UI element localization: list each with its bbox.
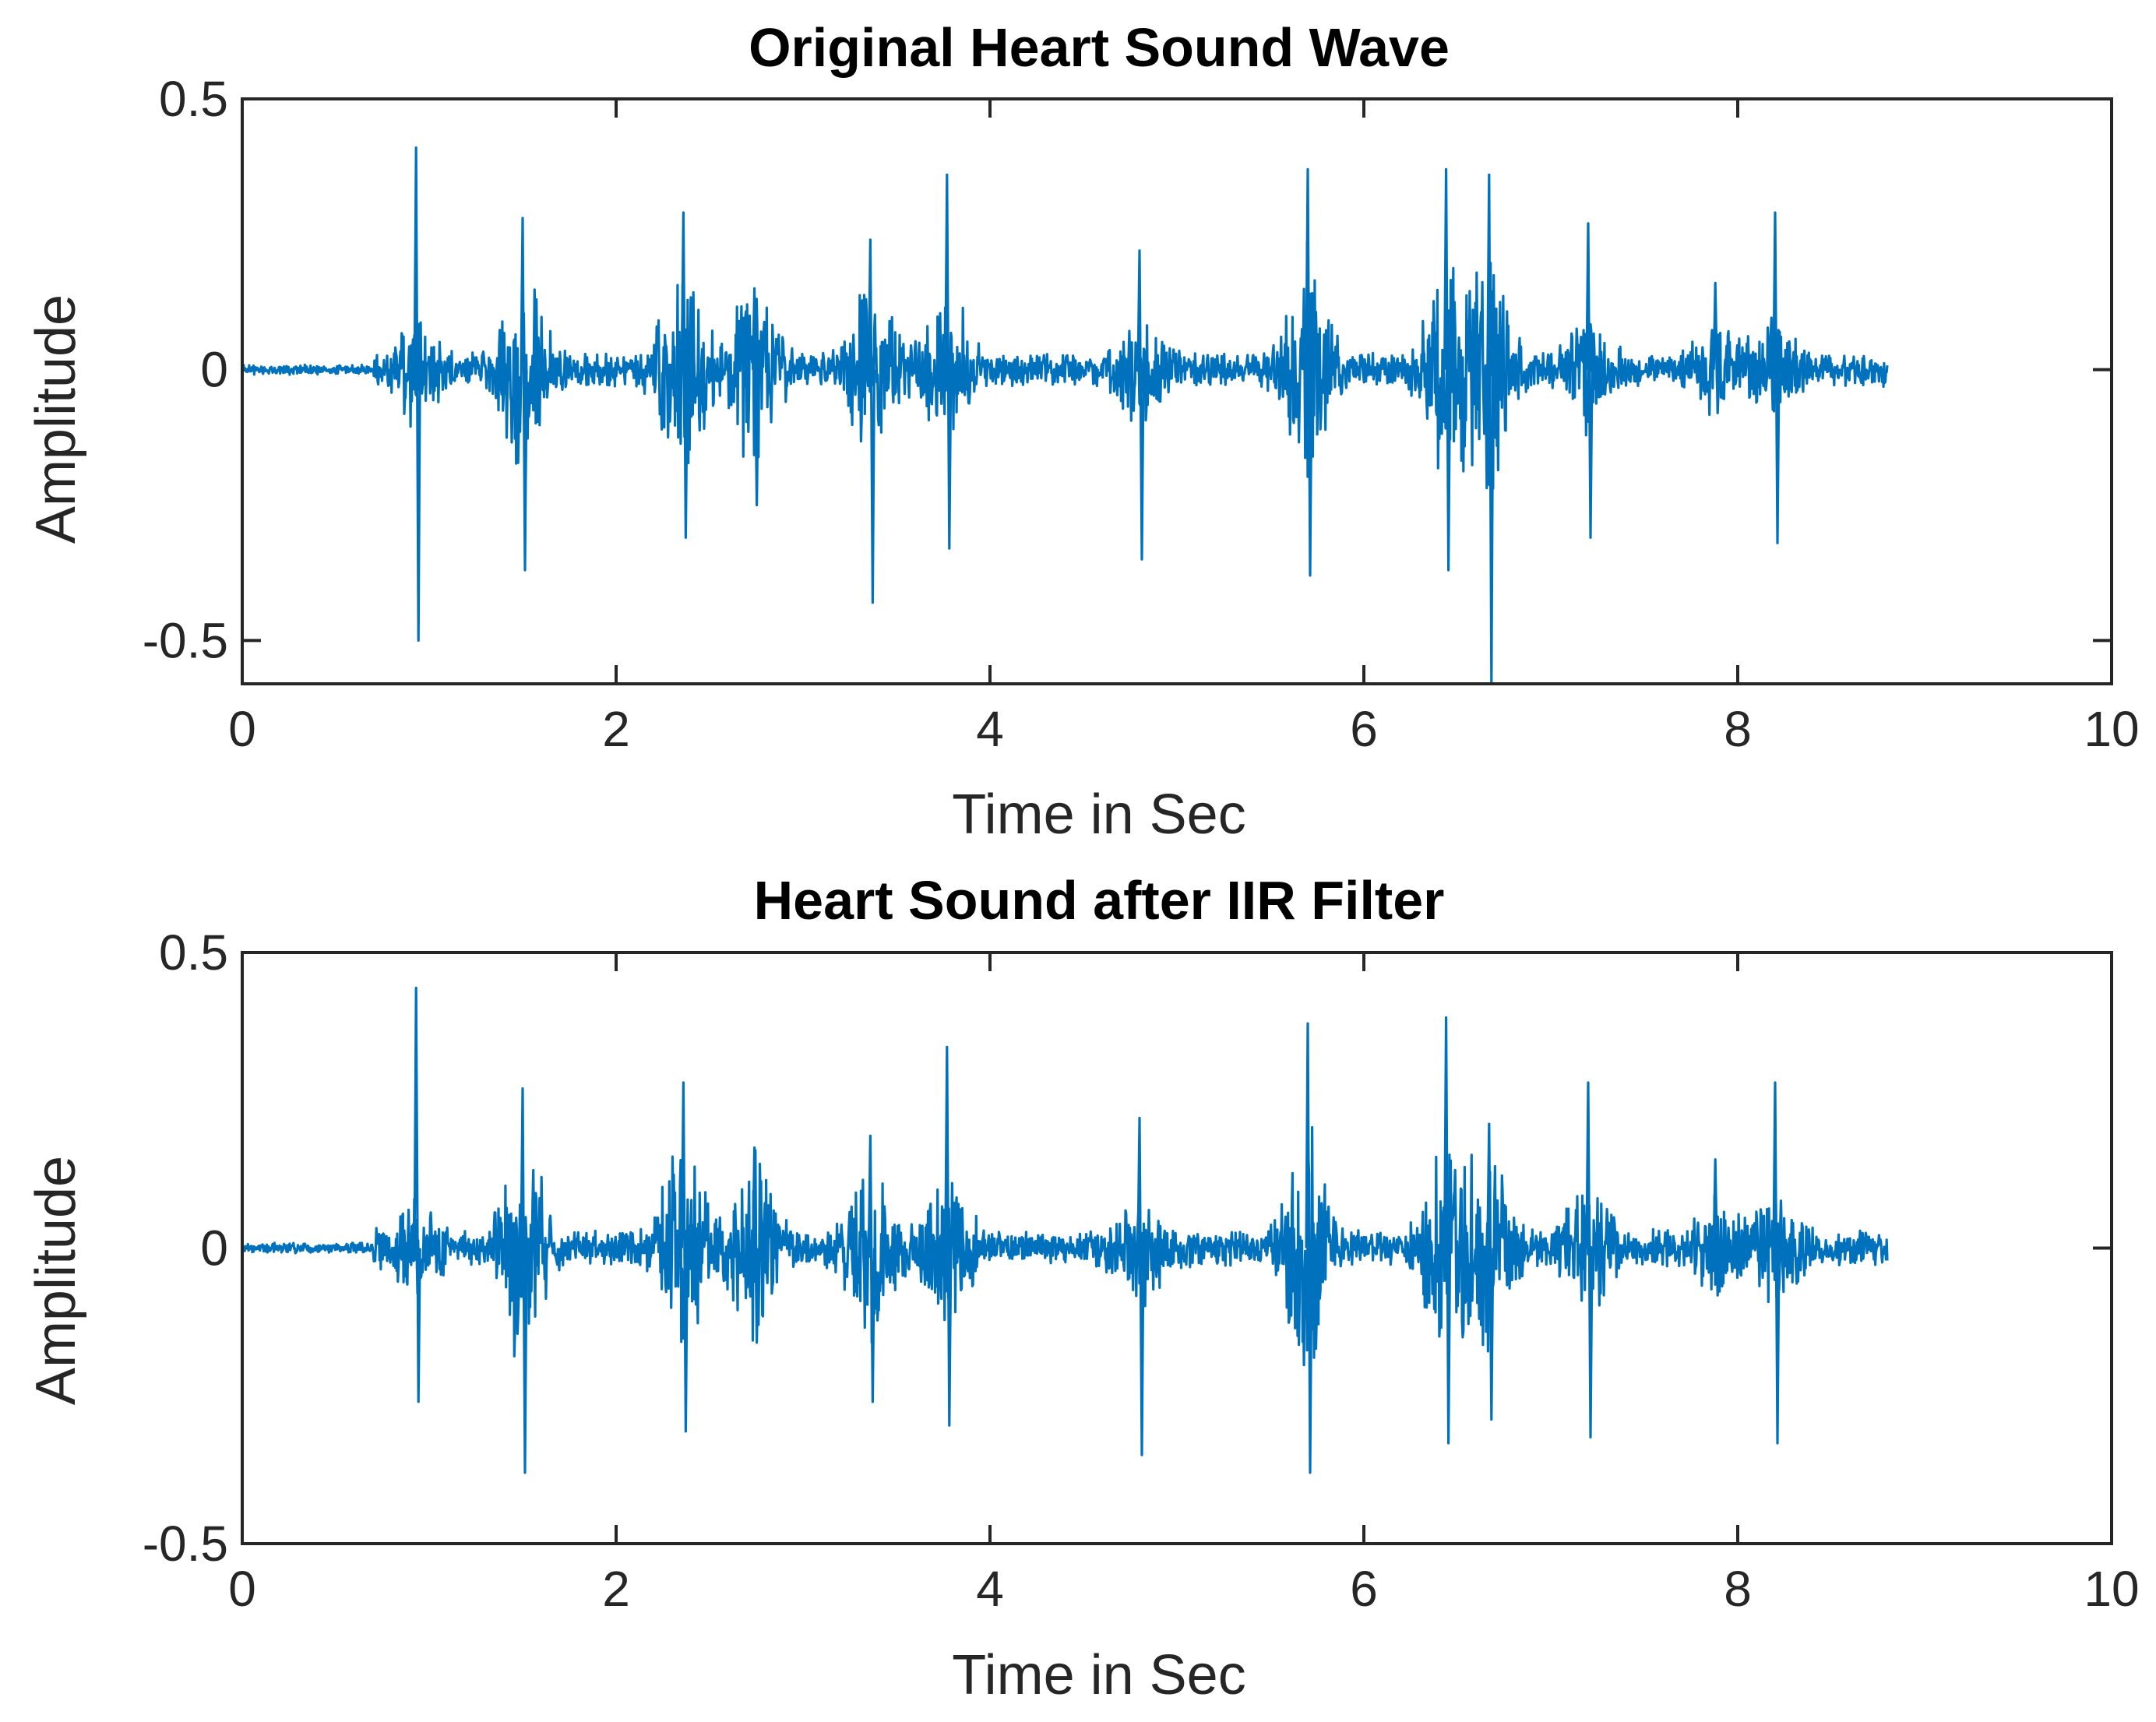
- beat-spike: [944, 173, 953, 550]
- x-tick-label: 10: [2084, 701, 2139, 757]
- beat-spike: [867, 238, 875, 604]
- waveform-series: [241, 1125, 1889, 1367]
- x-tick-label: 4: [976, 1561, 1004, 1617]
- axis-ticks: 0 2 4 6 8 100.50-0.5: [143, 71, 2140, 757]
- y-axis-label: Amplitude: [25, 294, 87, 544]
- y-tick-label: 0: [200, 342, 228, 398]
- beat-spike: [1136, 249, 1145, 561]
- beat-spike: [752, 1146, 760, 1344]
- chart-title: Heart Sound after IIR Filter: [754, 870, 1445, 931]
- beat-spike: [1305, 1022, 1313, 1474]
- x-axis-label: Time in Sec: [952, 784, 1245, 846]
- x-tick-label: 8: [1724, 1561, 1752, 1617]
- y-tick-label: -0.5: [143, 1516, 228, 1572]
- waveform-series: [241, 241, 1889, 490]
- y-tick-label: 0.5: [159, 71, 228, 127]
- beat-spike: [1712, 281, 1721, 414]
- y-tick-label: 0.5: [159, 924, 228, 981]
- beat-spike: [1772, 1081, 1781, 1445]
- x-tick-label: 8: [1724, 701, 1752, 757]
- x-tick-label: 0: [228, 1561, 256, 1617]
- beat-spike: [680, 1081, 689, 1433]
- x-axis-label: Time in Sec: [952, 1644, 1245, 1706]
- x-tick-label: 6: [1350, 1561, 1378, 1617]
- beat-spike: [1443, 167, 1452, 572]
- subplot-original: Original Heart Sound Wave Time in Sec Am…: [25, 17, 2140, 846]
- beat-spike: [520, 217, 528, 572]
- x-tick-label: 10: [2084, 1561, 2139, 1617]
- beat-spike: [1305, 167, 1313, 577]
- beat-spike: [1585, 1081, 1594, 1439]
- y-axis-label: Amplitude: [25, 1156, 87, 1405]
- x-tick-label: 4: [976, 701, 1004, 757]
- beat-spike: [413, 986, 421, 1403]
- beat-spike: [680, 211, 689, 539]
- waveform-layer: [241, 986, 1889, 1474]
- beat-spike: [1486, 173, 1495, 685]
- x-tick-label: 2: [602, 1561, 630, 1617]
- axes-frame: [241, 951, 2113, 1545]
- y-tick-label: 0: [200, 1220, 228, 1277]
- beat-spike: [1712, 1158, 1721, 1297]
- x-tick-label: 6: [1350, 701, 1378, 757]
- beat-spike: [1772, 211, 1781, 544]
- beat-spike: [867, 1134, 875, 1403]
- x-tick-label: 0: [228, 701, 256, 757]
- subplot-filtered: Heart Sound after IIR Filter Time in Sec…: [25, 870, 2140, 1706]
- beat-spike: [1443, 1016, 1452, 1445]
- x-tick-label: 2: [602, 701, 630, 757]
- waveform-layer: [241, 146, 1889, 685]
- beat-spike: [520, 1087, 528, 1474]
- beat-spike: [1136, 1116, 1145, 1456]
- beat-spike: [1585, 222, 1594, 539]
- axes-frame: [241, 97, 2113, 685]
- beat-spike: [752, 287, 760, 507]
- y-tick-label: -0.5: [143, 612, 228, 668]
- beat-spike: [1486, 1122, 1495, 1421]
- beat-spike: [413, 146, 421, 642]
- chart-title: Original Heart Sound Wave: [749, 17, 1450, 78]
- beat-spike: [944, 1045, 953, 1427]
